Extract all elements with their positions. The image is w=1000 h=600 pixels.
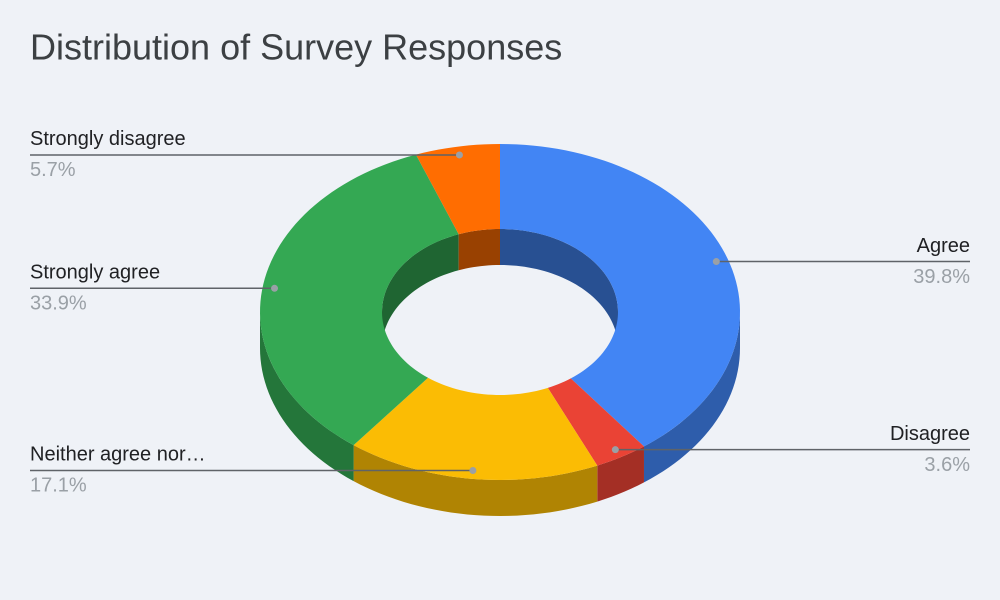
slice-label: Strongly disagree [30,128,186,150]
slice-label: Neither agree nor… [30,444,206,466]
value-label: 5.7% [30,159,76,181]
slice-inner-wall [458,229,500,271]
slices [260,144,740,480]
value-label: 33.9% [30,293,87,315]
slice [547,378,644,466]
leader-dot [712,258,720,266]
slice-label: Agree [917,235,970,257]
slice-outer-wall [597,446,644,502]
slice [415,144,500,235]
leader-dot [271,284,279,292]
leader-dot [455,151,463,159]
slice-label: Disagree [890,423,970,445]
leader-dot [469,466,477,474]
slice-outer-wall [353,445,598,516]
value-label: 17.1% [30,475,87,497]
slice-outer-wall [643,312,740,483]
outer-walls [260,312,740,516]
slice [500,144,740,447]
value-label: 3.6% [924,454,970,476]
slice [353,377,598,480]
slice-label: Strongly agree [30,262,160,284]
slice-outer-wall [260,312,354,482]
chart-title: Distribution of Survey Responses [30,27,562,68]
value-label: 39.8% [913,266,970,288]
leader-dot [611,446,619,454]
labels: Agree 39.8% Disagree 3.6% Neither agree nor…… [30,128,970,497]
slice [260,154,459,446]
slice-inner-wall [382,234,459,348]
inner-walls [382,229,618,348]
slice-inner-wall [500,229,618,348]
